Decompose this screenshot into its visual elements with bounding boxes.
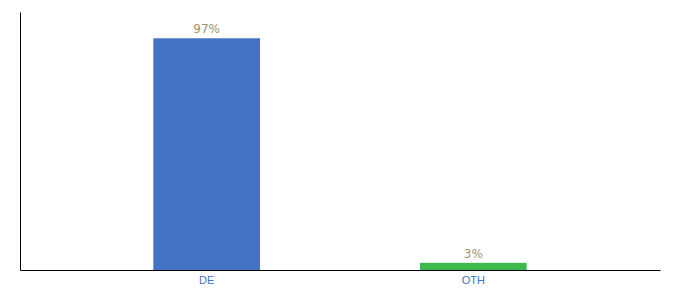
chart: DE OTH 97% 3%	[0, 0, 680, 300]
x-tick-label: DE	[199, 274, 214, 286]
data-label: 3%	[464, 247, 483, 261]
y-axis-line	[20, 13, 21, 271]
x-tick-label: OTH	[462, 274, 485, 286]
x-axis: DE OTH	[21, 270, 661, 286]
x-tick: DE	[199, 270, 214, 286]
bar	[420, 263, 527, 270]
data-label: 97%	[193, 22, 220, 36]
bar	[153, 38, 260, 270]
bars	[153, 38, 526, 270]
x-tick: OTH	[462, 270, 485, 286]
y-axis	[20, 13, 21, 271]
plot: DE OTH 97% 3%	[21, 13, 661, 286]
x-axis-line	[21, 270, 661, 271]
data-labels: 97% 3%	[193, 22, 483, 261]
